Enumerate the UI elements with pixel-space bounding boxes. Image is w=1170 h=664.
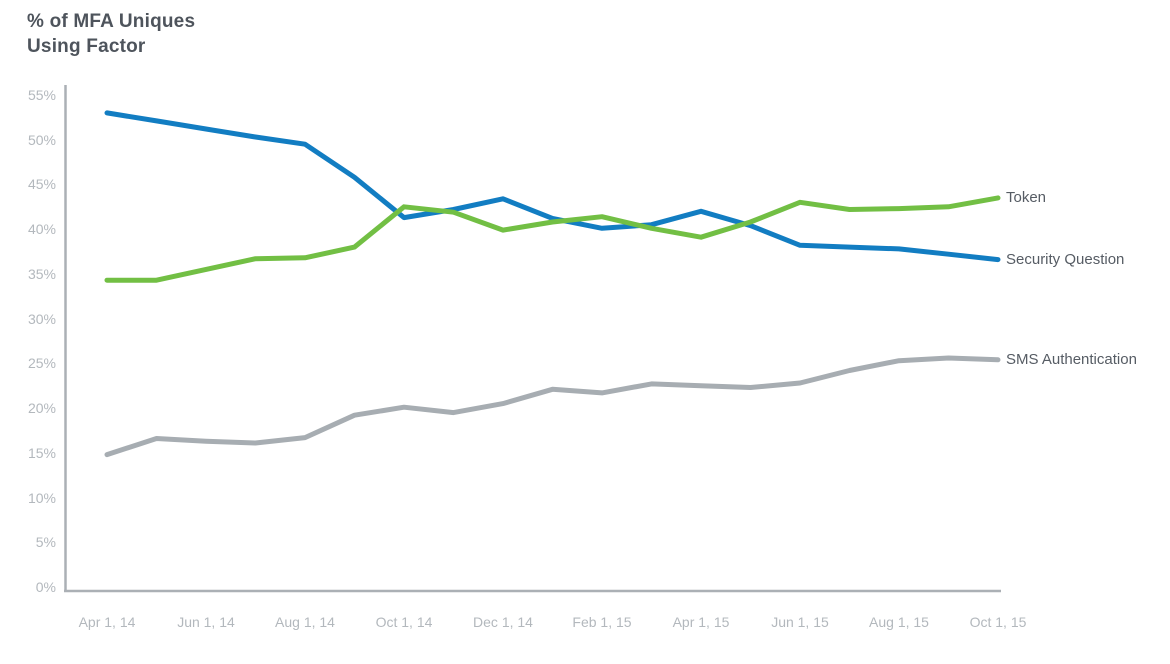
y-axis-tick-label: 55% xyxy=(27,87,56,103)
y-axis-tick-label: 5% xyxy=(35,534,56,551)
chart-title: % of MFA Uniques Using Factor xyxy=(27,9,195,59)
series-label-sms-authentication: SMS Authentication xyxy=(1006,350,1137,368)
chart-title-line-1: % of MFA Uniques xyxy=(27,11,196,32)
token-series-line xyxy=(104,195,1001,283)
y-axis-tick-label: 0% xyxy=(35,579,56,595)
x-axis-tick-label: Aug 1, 14 xyxy=(275,614,335,630)
y-axis-tick-label: 10% xyxy=(27,489,56,506)
y-axis-tick-label: 20% xyxy=(27,400,56,417)
x-axis-tick-label: Oct 1, 14 xyxy=(375,614,433,630)
x-axis-tick-label: Dec 1, 14 xyxy=(473,614,533,630)
sms-authentication-series-line xyxy=(104,355,1001,458)
y-axis-tick-label: 30% xyxy=(27,310,56,327)
chart-title-line-2: Using Factor xyxy=(27,36,146,57)
x-axis-tick-label: Jun 1, 14 xyxy=(177,614,235,630)
x-axis-tick-label: Apr 1, 15 xyxy=(672,614,730,630)
axes xyxy=(64,85,1001,593)
x-axis-tick-label: Aug 1, 15 xyxy=(869,614,929,630)
series-lines xyxy=(104,110,1001,458)
x-axis-tick-label: Apr 1, 14 xyxy=(78,614,136,630)
security-question-series-line xyxy=(104,110,1001,263)
y-axis-tick-label: 35% xyxy=(27,265,56,282)
y-axis-tick-label: 25% xyxy=(27,355,56,372)
y-axis-tick-label: 40% xyxy=(27,221,56,238)
y-axis-tick-label: 15% xyxy=(27,444,56,461)
y-axis-tick-label: 50% xyxy=(27,131,56,148)
x-axis-tick-label: Feb 1, 15 xyxy=(572,614,632,630)
y-axis-tick-label: 45% xyxy=(27,176,56,193)
x-axis-tick-label: Oct 1, 15 xyxy=(969,614,1027,630)
series-label-token: Token xyxy=(1006,188,1047,206)
x-axis-tick-label: Jun 1, 15 xyxy=(771,614,829,630)
series-label-security-question: Security Question xyxy=(1006,250,1125,268)
